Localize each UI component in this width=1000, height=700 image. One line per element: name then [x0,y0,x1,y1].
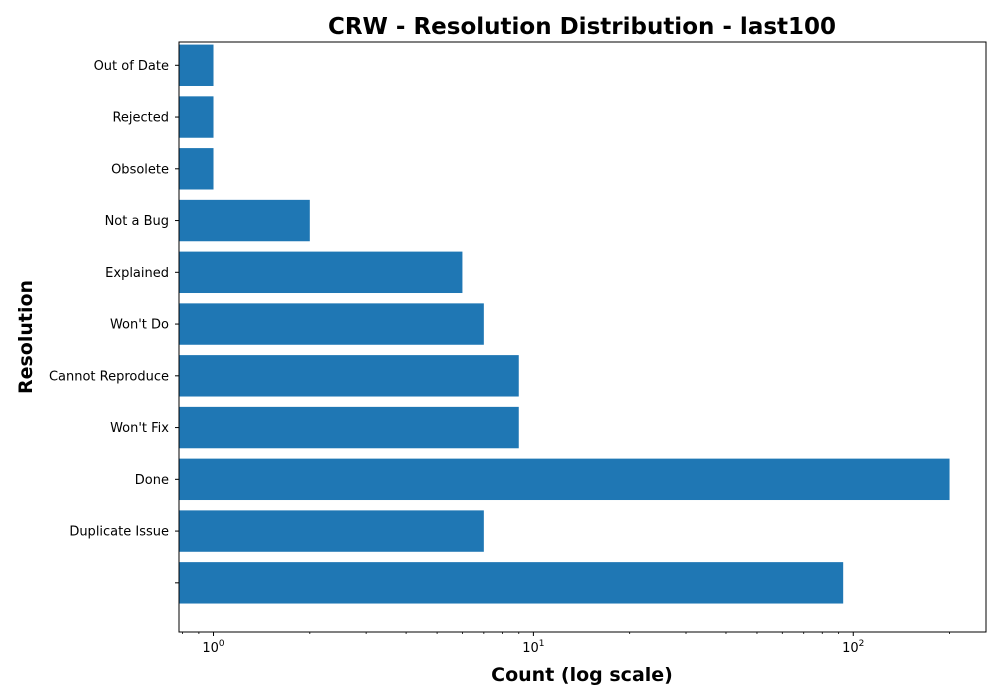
chart-title: CRW - Resolution Distribution - last100 [328,14,836,40]
y-tick-label: Obsolete [111,162,169,177]
bar-3 [179,406,519,449]
y-tick-label: Rejected [112,111,169,126]
y-tick-label: Out of Date [94,59,169,74]
bar-10 [179,44,214,86]
y-axis-label: Resolution [15,280,37,394]
y-tick-label: Won't Fix [110,421,169,436]
bars-group [179,44,950,604]
y-tick-label: Duplicate Issue [69,525,169,540]
y-tick-label: Explained [105,266,169,281]
bar-8 [179,148,214,190]
bar-5 [179,303,484,345]
y-axis-ticks: Duplicate Issue Done Won't Fix Cannot Repro… [49,59,179,584]
bar-7 [179,199,310,242]
y-tick-label: Not a Bug [105,214,169,229]
bar-1 [179,510,484,552]
y-tick-label: Cannot Reproduce [49,369,169,384]
y-tick-label: Won't Do [110,318,169,333]
x-tick-label: 102 [842,639,864,656]
x-axis-ticks: 100 101 102 [182,632,950,656]
bar-4 [179,355,519,397]
x-axis-label: Count (log scale) [491,664,673,686]
x-tick-label: 101 [522,639,544,656]
bar-2 [179,458,950,501]
y-tick-label: Done [135,473,169,488]
x-tick-label: 100 [202,639,225,656]
bar-9 [179,96,214,138]
plot-frame [178,41,987,633]
bar-6 [179,251,463,294]
bar-0 [179,562,844,604]
